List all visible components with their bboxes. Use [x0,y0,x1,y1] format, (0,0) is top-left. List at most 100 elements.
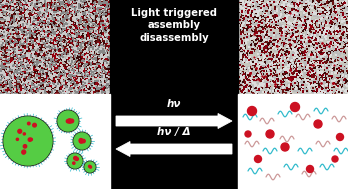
Point [339,5,345,9]
Point [101,86,106,89]
Point [18,22,24,26]
Point [292,65,298,68]
Point [266,91,271,94]
Point [71,24,76,27]
Point [2,21,8,24]
Point [325,12,331,15]
Point [54,34,60,37]
Point [32,1,37,4]
Point [42,22,48,25]
Point [72,51,78,54]
Point [56,54,62,57]
Point [94,49,100,52]
Point [301,16,307,19]
Point [261,66,266,69]
Point [337,43,342,46]
Point [59,33,64,36]
Point [92,53,97,56]
Point [98,85,104,88]
Point [324,12,330,15]
Point [61,73,66,76]
Point [307,84,313,88]
Point [287,49,293,52]
Point [45,85,51,88]
Point [42,49,47,52]
Point [15,37,20,40]
Point [254,3,259,6]
Point [254,37,260,40]
Point [75,3,81,6]
Point [86,77,91,80]
Point [17,13,23,16]
Point [316,13,322,16]
Point [23,20,29,23]
Point [83,87,89,90]
Point [271,40,277,43]
Point [64,85,69,88]
Point [318,57,324,60]
Point [24,63,30,66]
Point [37,70,42,73]
Point [263,77,268,80]
Point [322,55,327,58]
Point [43,75,48,78]
Point [60,72,65,75]
Point [105,29,111,32]
Point [37,67,42,70]
Point [33,27,38,30]
Point [96,87,101,90]
Point [49,9,55,12]
Point [310,72,315,75]
Point [21,88,26,91]
Point [29,83,35,86]
Point [87,71,92,74]
Point [63,70,69,73]
Point [105,5,111,8]
Point [13,71,19,74]
Point [90,48,96,51]
Point [81,63,87,66]
Point [67,79,72,82]
Point [290,0,296,1]
Point [38,45,44,48]
Point [99,21,105,24]
Point [299,64,304,67]
Point [54,68,59,71]
Point [333,60,338,63]
Point [92,31,97,34]
Point [345,77,348,80]
Point [34,36,39,39]
Point [253,24,259,27]
Point [17,27,23,30]
Point [59,63,65,66]
Point [2,57,7,60]
Point [318,92,323,95]
Point [42,76,48,79]
Point [332,0,338,2]
Point [35,74,41,77]
Point [327,27,333,30]
Point [99,54,105,57]
Point [344,83,348,86]
Point [6,92,12,95]
Point [102,90,107,93]
Point [35,85,41,88]
Point [303,3,309,6]
Point [343,1,348,4]
Point [73,16,78,19]
Point [335,2,341,5]
Point [22,63,27,66]
Point [50,5,56,8]
Point [74,4,80,7]
Point [47,60,53,63]
Point [84,6,89,9]
Point [267,70,272,73]
Point [35,40,41,43]
Point [63,52,68,55]
Point [340,77,345,80]
Point [31,9,36,12]
Point [337,54,342,57]
Point [285,64,291,67]
Point [85,26,90,29]
Point [303,52,308,55]
